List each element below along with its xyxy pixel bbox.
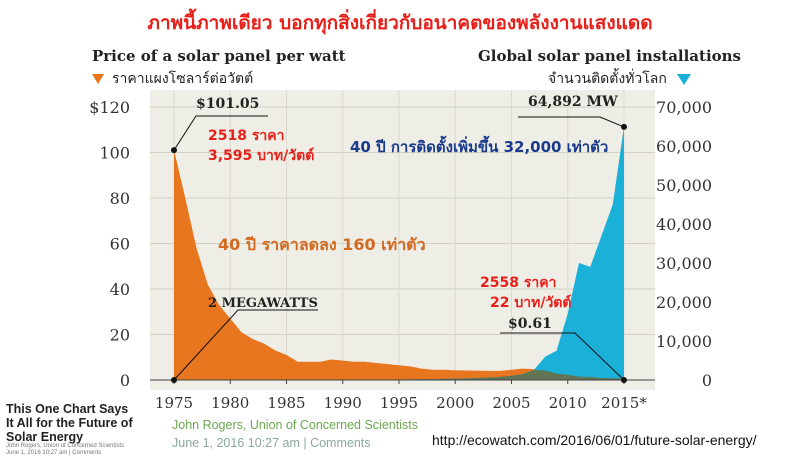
price-axis-tick: 100 (99, 144, 130, 163)
installations-axis-tick: 10,000 (656, 332, 712, 351)
installations-axis-tick: 40,000 (656, 215, 712, 234)
start-installs-leader (173, 309, 318, 381)
price-axis-tick: 60 (110, 235, 130, 254)
thai-price-2015-year: 2558 ราคา (480, 275, 556, 291)
installations-legend-label: จำนวนติดตั้งทั่วโลก (548, 71, 667, 87)
start-price-label: $101.05 (196, 96, 259, 112)
orange-triangle-icon (92, 74, 104, 84)
price-area (174, 150, 624, 380)
price-axis-tick: $120 (89, 98, 130, 117)
x-axis-tick: 2005 (492, 394, 530, 412)
x-axis-tick: 1975 (155, 394, 193, 412)
source-url: http://ecowatch.com/2016/06/01/future-so… (432, 432, 757, 448)
end-price-label: $0.61 (508, 316, 552, 332)
price-axis-tick: 80 (110, 189, 130, 208)
x-axis-tick: 1990 (324, 394, 362, 412)
end-installs-label: 64,892 MW (528, 94, 618, 110)
start-price-leader (173, 115, 268, 151)
article-byline-small: John Rogers, Union of Concerned Scientis… (6, 443, 125, 456)
price-legend: ราคาแผงโซลาร์ต่อวัตต์ (92, 68, 253, 90)
price-legend-label: ราคาแผงโซลาร์ต่อวัตต์ (112, 71, 254, 87)
overlap-area (174, 369, 624, 380)
price-axis-tick: 0 (120, 371, 130, 390)
installations-axis-tick: 60,000 (656, 137, 712, 156)
x-axis-tick: 2015* (601, 394, 647, 412)
end-installs-leader (518, 116, 625, 128)
x-axis-tick: 2010 (549, 394, 587, 412)
thai-price-1975-value: 3,595 บาท/วัตต์ (208, 147, 314, 164)
x-axis-tick: 1995 (380, 394, 418, 412)
installations-axis-tick: 30,000 (656, 254, 712, 273)
thai-price-1975-year: 2518 ราคา (208, 128, 284, 144)
thai-install-growth: 40 ปี การติดตั้งเพิ่มขึ้น 32,000 เท่าตัว (350, 135, 608, 156)
installations-axis-tick: 20,000 (656, 293, 712, 312)
installations-axis-title: Global solar panel installations (478, 47, 742, 65)
installations-area (174, 126, 624, 380)
price-axis-tick: 40 (110, 280, 130, 299)
article-author: John Rogers, Union of Concerned Scientis… (172, 418, 418, 432)
price-axis-tick: 20 (110, 326, 130, 345)
installations-legend: จำนวนติดตั้งทั่วโลก (548, 68, 691, 90)
start-installs-label: 2 MEGAWATTS (208, 296, 318, 311)
x-axis-tick: 2000 (436, 394, 474, 412)
price-axis-title: Price of a solar panel per watt (92, 47, 346, 65)
end-price-leader (500, 332, 625, 381)
thai-price-2015-value: 22 บาท/วัตต์ (490, 294, 572, 311)
installations-axis-tick: 70,000 (656, 98, 712, 117)
thai-price-drop: 40 ปี ราคาลดลง 160 เท่าตัว (218, 235, 426, 254)
installations-axis-tick: 0 (702, 371, 712, 390)
installations-axis-tick: 50,000 (656, 176, 712, 195)
x-axis-tick: 1985 (267, 394, 305, 412)
article-date: June 1, 2016 10:27 am | Comments (172, 436, 371, 450)
x-axis-tick: 1980 (211, 394, 249, 412)
blue-triangle-icon (676, 73, 691, 85)
article-headline: This One Chart Says It All for the Futur… (6, 402, 133, 444)
page-title: ภาพนี้ภาพเดียว บอกทุกสิ่งเกี่ยวกับอนาคตข… (147, 12, 653, 34)
